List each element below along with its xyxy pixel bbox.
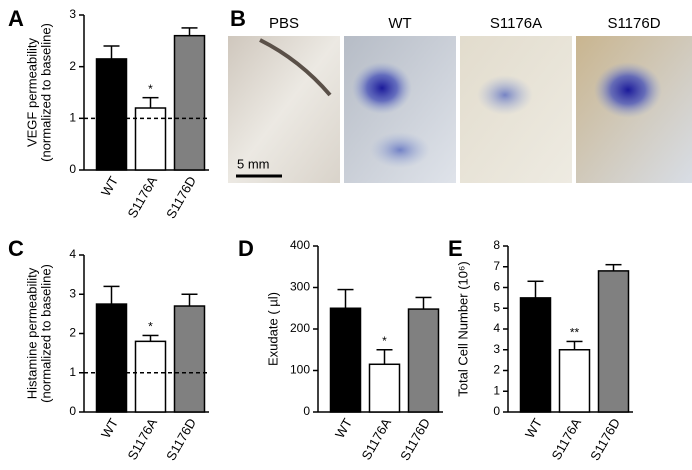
- bar: [173, 34, 206, 171]
- significance: *: [382, 334, 387, 348]
- y-tick-label: 1: [69, 111, 76, 125]
- bar: [368, 363, 401, 413]
- x-tick-label: S1176A: [124, 415, 160, 462]
- y-tick-label: 3: [493, 342, 500, 356]
- y-tick-label: 3: [69, 286, 76, 300]
- bar: [597, 270, 630, 413]
- x-tick-label: S1176A: [358, 415, 394, 462]
- photo-detail: [370, 132, 430, 168]
- y-tick-label: 300: [290, 280, 310, 294]
- y-tick-label: 4: [493, 321, 500, 335]
- significance: *: [148, 320, 153, 334]
- y-tick-label: 400: [290, 238, 310, 252]
- y-tick-label: 5: [493, 300, 500, 314]
- y-axis-label: Exudate ( µl): [265, 292, 280, 366]
- panel-letter: A: [8, 6, 24, 31]
- image-label: WT: [388, 15, 411, 32]
- x-tick-label: WT: [98, 174, 121, 199]
- x-tick-label: S1176A: [548, 415, 584, 462]
- bar: [407, 308, 440, 413]
- y-tick-label: 3: [69, 7, 76, 21]
- bar: [329, 307, 362, 413]
- bar: [558, 349, 591, 413]
- x-tick-label: S1176D: [163, 174, 199, 221]
- scale-bar-label: 5 mm: [237, 156, 270, 171]
- bar: [173, 305, 206, 413]
- bar: [519, 297, 552, 413]
- bar: [95, 58, 128, 171]
- photo-detail: [259, 38, 332, 97]
- y-tick-label: 1: [493, 383, 500, 397]
- photo: [228, 36, 340, 183]
- significance: *: [148, 82, 153, 96]
- bar: [134, 107, 167, 171]
- y-axis-label: VEGF permeability: [24, 37, 39, 147]
- y-tick-label: 2: [69, 326, 76, 340]
- x-tick-label: S1176D: [587, 416, 623, 463]
- panel-letter: C: [8, 236, 24, 261]
- bar: [95, 303, 128, 413]
- y-axis-label: (normalized to baseline): [38, 23, 53, 162]
- y-tick-label: 1: [69, 365, 76, 379]
- photo-detail: [594, 62, 662, 118]
- x-tick-label: WT: [98, 416, 121, 441]
- y-tick-label: 6: [493, 280, 500, 294]
- y-tick-label: 0: [69, 162, 76, 176]
- y-tick-label: 100: [290, 363, 310, 377]
- y-tick-label: 0: [493, 404, 500, 418]
- x-tick-label: S1176A: [124, 173, 160, 220]
- y-axis-label: Histamine permeability: [24, 267, 39, 399]
- y-axis-label: (normalized to baseline): [38, 264, 53, 403]
- significance: **: [570, 326, 580, 340]
- x-tick-label: S1176D: [397, 416, 433, 463]
- x-tick-label: WT: [522, 416, 545, 441]
- photo-detail: [352, 62, 412, 114]
- y-tick-label: 8: [493, 238, 500, 252]
- y-tick-label: 2: [69, 59, 76, 73]
- y-tick-label: 2: [493, 363, 500, 377]
- panel-b: B PBS WT S1176A S1176D 5 mm: [228, 6, 692, 183]
- y-axis-label: Total Cell Number (10⁶): [455, 261, 470, 396]
- image-label: S1176A: [490, 15, 542, 32]
- image-label: PBS: [269, 15, 299, 32]
- bar: [134, 340, 167, 413]
- y-tick-label: 4: [69, 247, 76, 261]
- y-tick-label: 0: [303, 404, 310, 418]
- y-tick-label: 200: [290, 321, 310, 335]
- x-tick-label: S1176D: [163, 416, 199, 463]
- x-tick-label: WT: [332, 416, 355, 441]
- panel-letter: B: [230, 6, 246, 31]
- photo-detail: [477, 75, 533, 115]
- panel-letter: D: [238, 236, 254, 261]
- y-tick-label: 7: [493, 259, 500, 273]
- panel-letter: E: [448, 236, 463, 261]
- image-label: S1176D: [607, 15, 660, 32]
- y-tick-label: 0: [69, 404, 76, 418]
